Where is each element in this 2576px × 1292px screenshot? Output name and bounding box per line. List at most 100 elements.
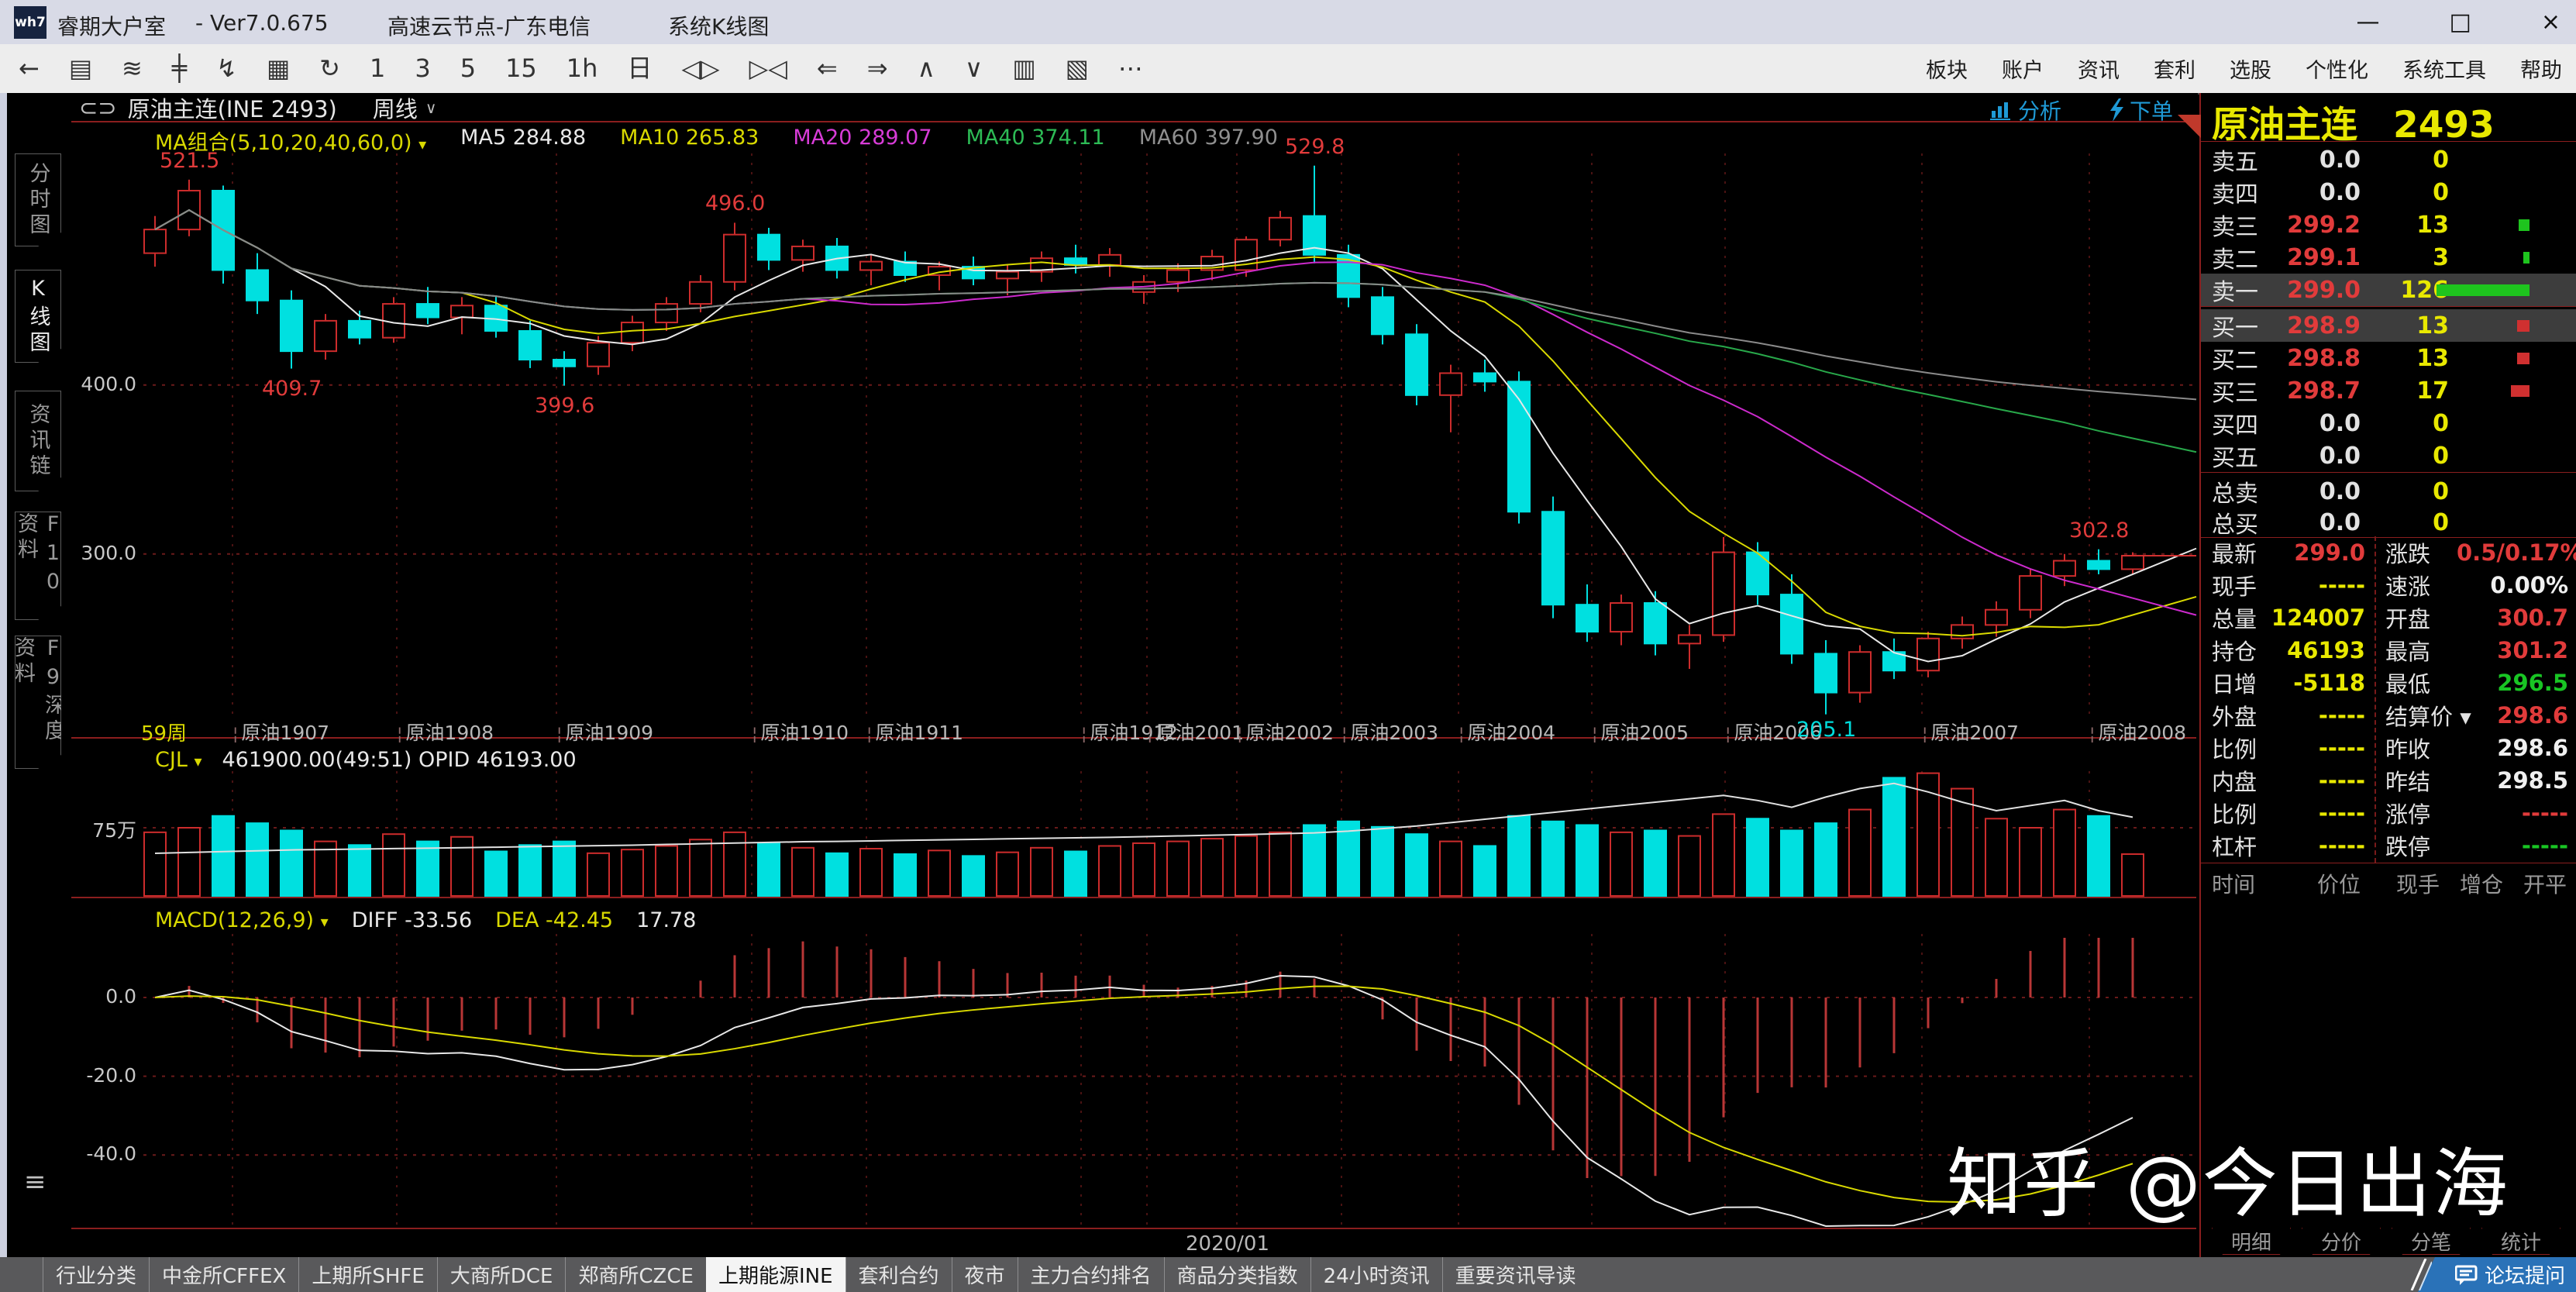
kline-chart-icon[interactable]: ╪ <box>171 53 188 83</box>
menu-item-6[interactable]: 系统工具 <box>2402 59 2486 83</box>
book-row-卖五[interactable]: 卖五 0.0 0 <box>2201 143 2576 177</box>
analysis-button[interactable]: 分析 <box>1989 95 2061 126</box>
quote-label: 日增 <box>2212 671 2257 698</box>
book-row-买二[interactable]: 买二 298.8 13 <box>2201 342 2576 374</box>
close-button[interactable]: × <box>2540 9 2561 36</box>
sidebar-tab-分时图[interactable]: 分时图 <box>15 153 61 246</box>
pan-left-icon[interactable]: ⇐ <box>816 53 838 83</box>
pan-right-icon[interactable]: ⇒ <box>866 53 888 83</box>
period-15min-button[interactable]: 15 <box>505 53 537 83</box>
exchange-tab-上期所SHFE[interactable]: 上期所SHFE <box>298 1257 436 1292</box>
flash-order-icon[interactable]: ↯ <box>216 53 237 83</box>
maximize-button[interactable]: □ <box>2449 9 2471 36</box>
period-1min-button[interactable]: 1 <box>369 53 386 83</box>
back-icon[interactable]: ← <box>19 53 40 83</box>
quote-label: 总量 <box>2212 606 2257 632</box>
exchange-tab-24小时资讯[interactable]: 24小时资讯 <box>1310 1257 1442 1292</box>
forum-ask-button[interactable]: 论坛提问 <box>2418 1257 2576 1292</box>
period-1hour-button[interactable]: 1h <box>566 53 598 83</box>
menu-item-0[interactable]: 板块 <box>1926 59 1968 83</box>
zoom-out-icon[interactable]: ◁▷ <box>681 53 720 83</box>
chat-bubble-icon <box>2454 1265 2478 1285</box>
period-day-button[interactable]: 日 <box>627 53 653 83</box>
page-up-icon[interactable]: ∧ <box>917 53 935 83</box>
sidebar-tab-K线图[interactable]: K线图 <box>15 270 61 363</box>
link-icon[interactable]: ⊂⊃ <box>79 95 117 121</box>
timeshare-chart-icon[interactable]: ≋ <box>122 53 143 83</box>
quote-value: ----- <box>2318 572 2365 598</box>
instrument-name: 原油主连 <box>2212 104 2357 146</box>
volume-indicator-label[interactable]: CJL ▾ <box>155 748 202 772</box>
exchange-tab-夜市[interactable]: 夜市 <box>951 1257 1018 1292</box>
period-5min-button[interactable]: 5 <box>460 53 477 83</box>
book-row-总卖[interactable]: 总卖 0.0 0 <box>2201 475 2576 508</box>
menu-item-7[interactable]: 帮助 <box>2520 59 2562 83</box>
menu-item-4[interactable]: 选股 <box>2230 59 2271 83</box>
quote-label: 最高 <box>2385 639 2431 665</box>
volume-indicator-row: CJL ▾ 461900.00(49:51) OPID 46193.00 <box>155 748 577 772</box>
book-row-卖三[interactable]: 卖三 299.2 13 <box>2201 208 2576 241</box>
save-icon[interactable]: ▦ <box>266 53 291 83</box>
book-row-买五[interactable]: 买五 0.0 0 <box>2201 439 2576 473</box>
refresh-icon[interactable]: ↻ <box>319 53 340 83</box>
exchange-tab-大商所DCE[interactable]: 大商所DCE <box>436 1257 566 1292</box>
sidebar-tab-F10资料[interactable]: F10资料 <box>15 512 61 620</box>
menu-item-3[interactable]: 套利 <box>2154 59 2195 83</box>
panel-tab-统计[interactable]: 统计 <box>2481 1228 2561 1255</box>
chart-annotation-529.8: 529.8 <box>1285 134 1345 159</box>
menu-row: ← ▤ ≋ ╪ ↯ ▦ ↻ 1 3 5 15 1h 日 ◁▷ ▷◁ ⇐ ⇒ ∧ ∨ ▥ ▧ ⋯ 板块 账户 资讯 套利 选股 个性化… <box>0 44 2576 95</box>
book-row-买三[interactable]: 买三 298.7 17 <box>2201 374 2576 407</box>
quote-value: 298.6 <box>2497 735 2568 761</box>
x-axis-contract-label: ¦ 原油2003 <box>1341 722 1439 744</box>
period-3min-button[interactable]: 3 <box>415 53 431 83</box>
chart-annotation-496.0: 496.0 <box>705 191 766 216</box>
exchange-tab-行业分类[interactable]: 行业分类 <box>43 1257 149 1292</box>
menu-item-2[interactable]: 资讯 <box>2078 59 2120 83</box>
panel-tab-分笔[interactable]: 分笔 <box>2392 1228 2471 1255</box>
book-volume-bar <box>2517 320 2530 332</box>
sidebar-tab-F9深度资料[interactable]: F9深度资料 <box>15 636 61 769</box>
sidebar-menu-icon[interactable]: ≡ <box>24 1166 46 1197</box>
exchange-tab-上期能源INE[interactable]: 上期能源INE <box>705 1257 845 1292</box>
overlay-icon[interactable]: ▧ <box>1065 53 1089 83</box>
macd-indicator-label[interactable]: MACD(12,26,9) ▾ <box>155 908 329 932</box>
exchange-tab-中金所CFFEX[interactable]: 中金所CFFEX <box>149 1257 298 1292</box>
ma-settings-label[interactable]: MA组合(5,10,20,40,60,0) ▾ <box>155 131 427 155</box>
period-selector[interactable]: 周线 <box>372 96 418 122</box>
chart-header: ⊂⊃ 原油主连(INE 2493) 周线 ∨ 分析 下单 <box>79 93 2187 124</box>
instrument-title[interactable]: 原油主连 2493 <box>2212 95 2495 148</box>
panel-tab-分价[interactable]: 分价 <box>2302 1228 2381 1255</box>
book-row-总买[interactable]: 总买 0.0 0 <box>2201 506 2576 539</box>
book-label: 买四 <box>2212 412 2258 439</box>
macd-extra-value: 17.78 <box>636 908 697 932</box>
zoom-in-icon[interactable]: ▷◁ <box>749 53 787 83</box>
menu-item-1[interactable]: 账户 <box>2002 59 2044 83</box>
book-row-买四[interactable]: 买四 0.0 0 <box>2201 407 2576 440</box>
layout-icon[interactable]: ▥ <box>1012 53 1036 83</box>
exchange-tab-商品分类指数[interactable]: 商品分类指数 <box>1163 1257 1310 1292</box>
place-order-button[interactable]: 下单 <box>2108 95 2173 126</box>
more-icon[interactable]: ⋯ <box>1118 53 1143 83</box>
exchange-tab-套利合约[interactable]: 套利合约 <box>845 1257 952 1292</box>
page-down-icon[interactable]: ∨ <box>964 53 983 83</box>
title-bar: wh7 睿期大户室 - Ver7.0.675 高速云节点-广东电信 系统K线图 … <box>0 0 2576 44</box>
quote-label: 结算价 ▾ <box>2385 704 2471 730</box>
quote-row-外盘-结算价: 外盘 ----- 结算价 ▾ 298.6 <box>2201 699 2576 732</box>
book-volume-bar <box>2519 219 2530 231</box>
minimize-button[interactable]: — <box>2356 9 2380 36</box>
quote-board-icon[interactable]: ▤ <box>68 53 93 83</box>
quote-value: ----- <box>2521 800 2568 826</box>
book-row-卖二[interactable]: 卖二 299.1 3 <box>2201 241 2576 274</box>
book-row-卖一[interactable]: 卖一 299.0 126 <box>2201 274 2576 306</box>
book-row-买一[interactable]: 买一 298.9 13 <box>2201 309 2576 342</box>
menu-item-5[interactable]: 个性化 <box>2306 59 2368 83</box>
grid-divider <box>2375 536 2376 863</box>
panel-tab-明细[interactable]: 明细 <box>2212 1228 2291 1255</box>
sidebar-tab-资讯链[interactable]: 资讯链 <box>15 391 61 491</box>
exchange-tab-重要资讯导读[interactable]: 重要资讯导读 <box>1441 1257 1589 1292</box>
chart-title: 原油主连(INE 2493) <box>127 96 337 122</box>
quote-value: 301.2 <box>2497 637 2568 663</box>
exchange-tab-主力合约排名[interactable]: 主力合约排名 <box>1017 1257 1164 1292</box>
exchange-tab-郑商所CZCE[interactable]: 郑商所CZCE <box>565 1257 706 1292</box>
book-row-卖四[interactable]: 卖四 0.0 0 <box>2201 176 2576 209</box>
